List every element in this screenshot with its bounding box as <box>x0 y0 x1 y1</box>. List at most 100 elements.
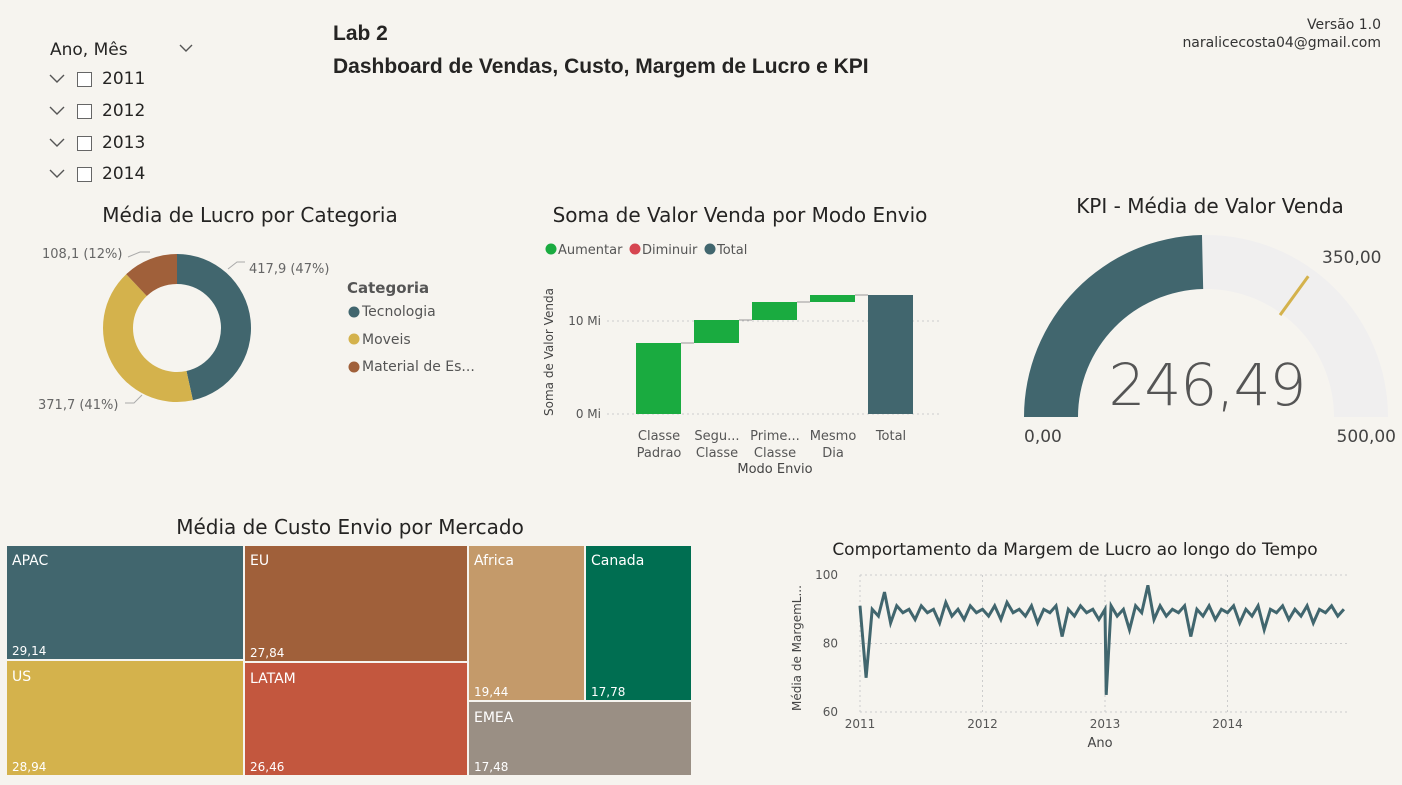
x-tick: 2014 <box>1212 717 1243 731</box>
legend-marker <box>348 333 360 345</box>
tile-value: 28,94 <box>12 760 46 774</box>
kpi-gauge: 246,49 0,00 500,00 350,00 <box>1024 235 1396 447</box>
tile-value: 19,44 <box>474 685 508 699</box>
report-subtitle: Dashboard de Vendas, Custo, Margem de Lu… <box>333 55 869 78</box>
gauge-target-label: 350,00 <box>1322 248 1381 268</box>
y-axis-label: Soma de Valor Venda <box>542 288 556 416</box>
x-tick: Classe <box>754 446 796 461</box>
tile-value: 17,78 <box>591 685 625 699</box>
line-chart-title: Comportamento da Margem de Lucro ao long… <box>832 540 1318 560</box>
x-tick: Classe <box>696 446 738 461</box>
slicer-item-label: 2011 <box>102 69 146 89</box>
legend-title: Categoria <box>347 279 429 297</box>
legend-marker <box>348 361 360 373</box>
expand-chevron-icon[interactable] <box>48 103 66 117</box>
y-tick: 10 Mi <box>568 314 601 328</box>
donut-slice-1[interactable] <box>103 274 193 402</box>
chevron-down-icon[interactable] <box>178 42 194 54</box>
tile-canada[interactable]: Canada 17,78 <box>584 545 692 702</box>
x-tick: 2012 <box>967 717 998 731</box>
donut-chart: 417,9 (47%) 108,1 (12%) 371,7 (41%) Cate… <box>38 247 475 413</box>
tile-value: 29,14 <box>12 644 46 658</box>
slicer-item-label: 2013 <box>102 133 146 153</box>
bar-classe-padrao[interactable] <box>636 343 681 414</box>
slice-label-material: 108,1 (12%) <box>42 247 122 262</box>
x-tick: Mesmo <box>810 429 857 444</box>
slicer-item-label: 2012 <box>102 101 146 121</box>
waterfall-title: Soma de Valor Venda por Modo Envio <box>552 203 928 227</box>
bar-segunda-classe[interactable] <box>694 320 739 343</box>
gauge-value: 246,49 <box>1109 351 1306 419</box>
donut-title: Média de Lucro por Categoria <box>102 203 398 227</box>
treemap-title: Média de Custo Envio por Mercado <box>176 515 524 539</box>
legend-marker <box>545 243 557 255</box>
report-title: Lab 2 <box>333 22 388 45</box>
slicer-checkbox[interactable] <box>77 72 92 87</box>
tile-eu[interactable]: EU 27,84 <box>243 545 469 663</box>
legend-label: Material de Es... <box>362 359 475 375</box>
line-chart: Média de MargemL... 100 80 60 2011 2012 2013 2… <box>790 568 1350 751</box>
slicer-checkbox[interactable] <box>77 167 92 182</box>
tile-apac[interactable]: APAC 29,14 <box>6 545 245 661</box>
expand-chevron-icon[interactable] <box>48 71 66 85</box>
x-tick: Classe <box>638 429 680 444</box>
slice-label-tecnologia: 417,9 (47%) <box>249 262 329 277</box>
tile-name: LATAM <box>250 671 296 687</box>
tile-name: EMEA <box>474 710 514 726</box>
bar-primeira-classe[interactable] <box>752 302 797 320</box>
slicer-checkbox[interactable] <box>77 136 92 151</box>
slicer-title: Ano, Mês <box>50 40 128 60</box>
slicer-checkbox[interactable] <box>77 104 92 119</box>
tile-latam[interactable]: LATAM 26,46 <box>243 661 469 776</box>
legend-marker <box>629 243 641 255</box>
tile-value: 26,46 <box>250 760 284 774</box>
tile-name: APAC <box>12 553 48 569</box>
legend-marker <box>348 306 360 318</box>
leader-line <box>227 261 245 270</box>
author-email: naralicecosta04@gmail.com <box>1182 35 1381 51</box>
donut-arcs <box>103 254 251 402</box>
x-tick: Padrao <box>637 446 682 461</box>
x-tick: Prime... <box>750 429 800 444</box>
line-ticks: 100 80 60 2011 2012 2013 2014 <box>815 568 1243 731</box>
legend-label: Moveis <box>362 332 411 348</box>
tile-value: 27,84 <box>250 646 284 660</box>
treemap-chart: APAC 29,14 US 28,94 EU 27,84 LATAM 26,46… <box>6 545 692 776</box>
tile-africa[interactable]: Africa 19,44 <box>467 545 586 702</box>
slicer-item-label: 2014 <box>102 164 146 184</box>
y-tick: 100 <box>815 568 838 582</box>
gauge-title: KPI - Média de Valor Venda <box>1076 194 1344 218</box>
version-label: Versão 1.0 <box>1306 17 1381 33</box>
tile-name: EU <box>250 553 269 569</box>
tile-value: 17,48 <box>474 760 508 774</box>
series-line[interactable] <box>858 584 1346 695</box>
expand-chevron-icon[interactable] <box>48 166 66 180</box>
bar-mesmo-dia[interactable] <box>810 295 855 302</box>
gauge-fill <box>1024 235 1204 417</box>
donut-slice-2[interactable] <box>126 254 177 297</box>
x-tick: 2013 <box>1090 717 1121 731</box>
version-info: Versão 1.0 naralicecosta04@gmail.com <box>1182 16 1381 52</box>
legend-label: Total <box>716 243 747 258</box>
legend-label: Aumentar <box>558 243 623 258</box>
x-tick: Total <box>875 429 906 444</box>
gauge-target-marker <box>1278 275 1310 316</box>
tile-name: Canada <box>591 553 644 569</box>
leader-line <box>127 251 150 258</box>
leader-line <box>125 394 143 404</box>
legend-label: Diminuir <box>642 243 698 258</box>
x-tick: 2011 <box>845 717 876 731</box>
slice-label-moveis: 371,7 (41%) <box>38 398 118 413</box>
donut-slice-0[interactable] <box>177 254 251 401</box>
y-tick: 0 Mi <box>576 407 601 421</box>
x-tick: Dia <box>822 446 844 461</box>
tile-name: US <box>12 669 31 685</box>
x-tick: Segu... <box>694 429 739 444</box>
legend-label: Tecnologia <box>361 304 436 320</box>
x-axis-label: Ano <box>1087 736 1112 751</box>
bar-total[interactable] <box>868 295 913 414</box>
gauge-min-label: 0,00 <box>1024 427 1062 447</box>
tile-emea[interactable]: EMEA 17,48 <box>467 700 692 776</box>
tile-us[interactable]: US 28,94 <box>6 659 245 776</box>
expand-chevron-icon[interactable] <box>48 135 66 149</box>
